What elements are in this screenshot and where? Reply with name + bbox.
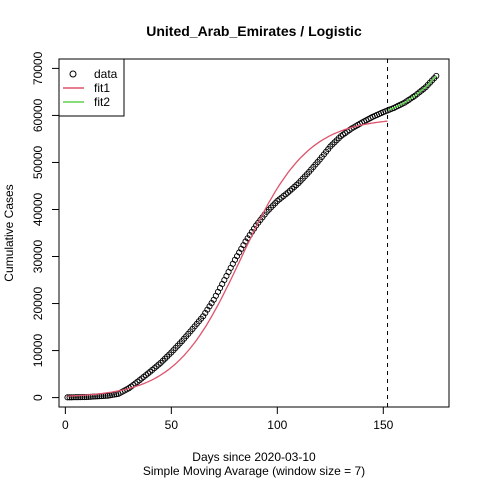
x-tick-label: 0: [62, 418, 69, 432]
y-tick-label: 40000: [31, 192, 45, 226]
x-tick-label: 150: [373, 418, 393, 432]
data-point: [81, 394, 88, 401]
legend-data-symbol: [69, 70, 77, 78]
legend-fit1-label: fit1: [94, 81, 110, 95]
y-tick-label: 70000: [31, 51, 45, 85]
legend-fit2-label: fit2: [94, 95, 110, 109]
y-axis-label: Cumulative Cases: [2, 184, 16, 281]
data-point: [79, 394, 86, 401]
y-tick-label: 60000: [31, 98, 45, 132]
y-tick-label: 0: [31, 394, 45, 401]
chart-title: United_Arab_Emirates / Logistic: [146, 23, 362, 39]
data-point: [77, 394, 84, 401]
x-axis-sublabel: Simple Moving Avarage (window size = 7): [143, 464, 365, 478]
legend-data-label: data: [94, 67, 118, 81]
fit2-line: [387, 75, 437, 112]
data-point: [75, 394, 82, 401]
data-point: [66, 394, 73, 401]
y-tick-label: 30000: [31, 240, 45, 274]
x-axis-label: Days since 2020-03-10: [192, 450, 316, 464]
data-point: [433, 72, 440, 79]
plot-area: 0 50 100 150 0 10000 20000 30000 40000 50000 60000…: [31, 51, 450, 432]
x-tick-label: 100: [267, 418, 287, 432]
y-tick-label: 20000: [31, 287, 45, 321]
data-point: [64, 394, 71, 401]
plot-frame: [58, 58, 450, 408]
x-tick-label: 50: [165, 418, 179, 432]
y-tick-label: 10000: [31, 334, 45, 368]
data-point: [72, 394, 80, 401]
data-point: [68, 394, 75, 401]
fit1-line: [67, 120, 388, 397]
y-tick-label: 50000: [31, 145, 45, 179]
data-point: [70, 394, 77, 401]
